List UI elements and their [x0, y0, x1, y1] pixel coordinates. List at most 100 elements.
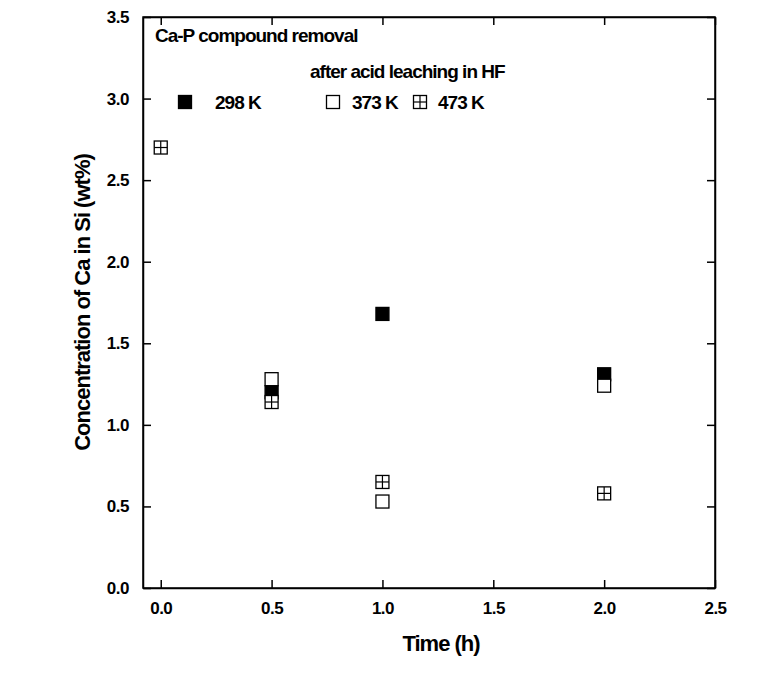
point: [376, 307, 389, 320]
tick-mark: [707, 506, 715, 508]
legend-marker: [327, 96, 340, 109]
tick-mark: [143, 180, 151, 182]
legend-label: 298 K: [215, 92, 262, 113]
tick: 0.5: [261, 580, 283, 618]
tick-mark: [707, 425, 715, 427]
marker-cross: [271, 396, 272, 409]
tick-mark: [604, 17, 606, 25]
tick-mark: [143, 261, 151, 263]
tick: [707, 506, 715, 507]
tick: [707, 343, 715, 344]
tick-mark: [143, 98, 151, 100]
point: [265, 396, 278, 409]
tick-label: 2.0: [594, 599, 616, 618]
tick-label: 3.5: [107, 8, 129, 27]
tick: 0.0: [150, 580, 172, 618]
tick-mark: [707, 261, 715, 263]
tick-label: 1.5: [107, 334, 129, 353]
tick-mark: [160, 17, 162, 25]
marker-cross: [604, 487, 605, 500]
x-axis: 0.0 0.5 1.0 1.5 2.0 2.5: [144, 580, 727, 618]
plot-area: [154, 141, 610, 508]
legend-label: 473 K: [438, 92, 485, 113]
tick-label: 3.0: [107, 90, 129, 109]
tick: 1.5: [483, 580, 505, 618]
title: Ca-P compound removal: [155, 25, 357, 46]
y-axis-right: [707, 18, 716, 589]
legend-label: 373 K: [352, 92, 399, 113]
tick: [604, 17, 605, 25]
point: [154, 141, 167, 154]
marker-box: [327, 96, 340, 109]
point: [376, 475, 389, 488]
tick-label: 2.5: [704, 599, 726, 618]
chart: 0.0 0.5 1.0 1.5 2.0 2.5 0.0 0.5 1.0 1.5 2.0 2.5 3.0 3…: [0, 0, 774, 673]
x-axis-top: [144, 17, 716, 25]
x-axis-title: Time (h): [402, 631, 480, 656]
marker-box: [154, 141, 167, 154]
tick-mark: [143, 425, 151, 427]
marker-cross: [160, 141, 161, 154]
series: [265, 373, 611, 508]
marker-box: [598, 379, 611, 392]
tick: 0.5: [107, 497, 151, 516]
tick: [272, 17, 273, 25]
series: [265, 307, 611, 398]
point: [598, 379, 611, 392]
tick-label: 0.0: [107, 579, 129, 598]
tick-label: 2.5: [107, 171, 129, 190]
tick-label: 1.0: [372, 599, 394, 618]
tick: [707, 262, 715, 263]
marker-box: [265, 373, 278, 386]
tick: [707, 180, 715, 181]
tick-mark: [707, 180, 715, 182]
marker-cross: [419, 96, 420, 109]
tick-label: 0.5: [107, 497, 129, 516]
tick: [707, 99, 715, 100]
tick-mark: [493, 17, 495, 25]
marker-box: [376, 307, 389, 320]
tick-mark: [382, 17, 384, 25]
tick-mark: [271, 17, 273, 25]
tick: [493, 17, 494, 25]
tick: 1.5: [107, 334, 151, 353]
tick-mark: [707, 343, 715, 345]
marker-box: [376, 475, 389, 488]
tick: 2.0: [107, 253, 151, 272]
series: [154, 141, 610, 500]
tick: 1.0: [107, 416, 151, 435]
tick-label: 1.5: [483, 599, 505, 618]
tick-mark: [382, 580, 384, 588]
marker-box: [598, 487, 611, 500]
tick-label: 0.5: [261, 599, 283, 618]
point: [376, 495, 389, 508]
legend-marker: [179, 96, 192, 109]
tick: 3.0: [107, 90, 151, 109]
tick-label: 0.0: [150, 599, 172, 618]
marker-box: [376, 495, 389, 508]
legend-marker: [414, 96, 427, 109]
plot-frame: [143, 17, 715, 588]
marker-box: [414, 96, 427, 109]
point: [265, 373, 278, 386]
tick: 2.5: [107, 171, 151, 190]
y-axis-title: Concentration of Ca in Si (wt%): [70, 154, 95, 451]
tick: 1.0: [372, 580, 394, 618]
tick: [382, 17, 383, 25]
marker-box: [265, 396, 278, 409]
marker-box: [179, 96, 192, 109]
tick-mark: [143, 506, 151, 508]
marker-cross: [382, 475, 383, 488]
tick-mark: [493, 580, 495, 588]
tick-mark: [143, 343, 151, 345]
tick-mark: [271, 580, 273, 588]
tick-label: 1.0: [107, 416, 129, 435]
y-axis: 0.0 0.5 1.0 1.5 2.0 2.5 3.0 3.5: [107, 8, 151, 598]
tick-mark: [707, 98, 715, 100]
point: [598, 487, 611, 500]
tick-mark: [604, 580, 606, 588]
tick: [707, 425, 715, 426]
tick: [161, 17, 162, 25]
tick-mark: [160, 580, 162, 588]
tick-label: 2.0: [107, 253, 129, 272]
